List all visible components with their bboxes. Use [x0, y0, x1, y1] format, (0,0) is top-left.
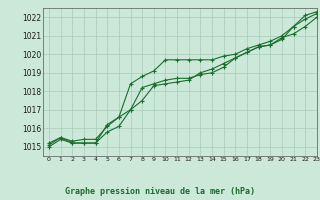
Text: Graphe pression niveau de la mer (hPa): Graphe pression niveau de la mer (hPa)	[65, 187, 255, 196]
